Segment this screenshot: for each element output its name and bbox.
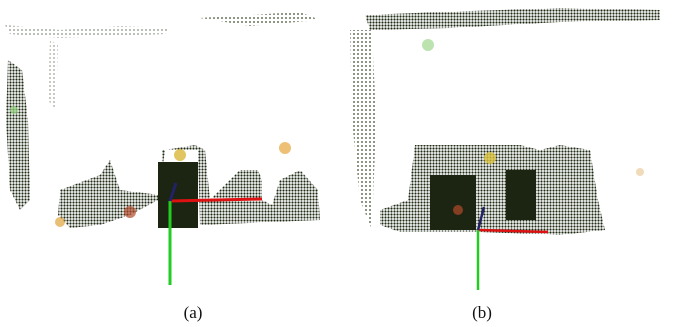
color-points [453, 205, 463, 215]
caption: (b) [472, 303, 492, 322]
ceiling-points [200, 12, 320, 26]
wall-points [350, 30, 376, 230]
color-points [484, 152, 496, 164]
color-points [55, 217, 65, 227]
ceiling-points [365, 8, 660, 30]
color-points [279, 142, 291, 154]
color-points [174, 149, 186, 161]
caption: (a) [184, 303, 203, 322]
point-cloud-b [350, 8, 660, 290]
door-points [430, 175, 476, 230]
wall-points [48, 40, 58, 110]
color-points [422, 39, 434, 51]
wall-points [6, 60, 30, 210]
point-cloud-a [5, 12, 320, 285]
ceiling-points [5, 25, 170, 38]
door-points [158, 162, 198, 228]
color-points [10, 106, 18, 114]
color-points [124, 206, 136, 218]
x-axis-arrow [170, 199, 262, 201]
cabinet-points [506, 170, 536, 220]
figure: (a) (b) [0, 0, 674, 327]
color-points [636, 168, 644, 176]
